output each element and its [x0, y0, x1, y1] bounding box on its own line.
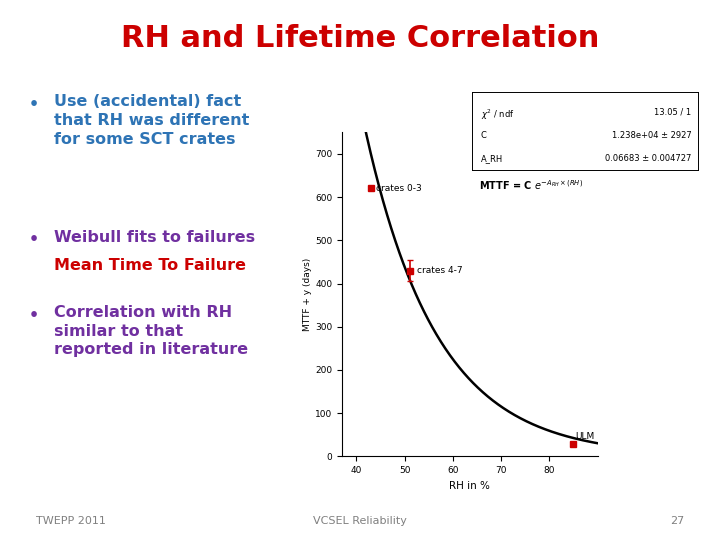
Text: VCSEL Reliability: VCSEL Reliability [313, 516, 407, 526]
Y-axis label: MTTF + y (days): MTTF + y (days) [303, 258, 312, 331]
Text: 13.05 / 1: 13.05 / 1 [654, 107, 692, 117]
Text: 0.06683 ± 0.004727: 0.06683 ± 0.004727 [606, 154, 692, 164]
X-axis label: RH in %: RH in % [449, 481, 490, 490]
Text: Correlation with RH
similar to that
reported in literature: Correlation with RH similar to that repo… [54, 305, 248, 357]
Text: A_RH: A_RH [481, 154, 503, 164]
Text: Use (accidental) fact
that RH was different
for some SCT crates: Use (accidental) fact that RH was differ… [54, 94, 249, 147]
Text: ULM: ULM [575, 432, 595, 441]
Text: Mean Time To Failure: Mean Time To Failure [54, 258, 246, 273]
Text: crates 0-3: crates 0-3 [376, 184, 421, 193]
Text: 27: 27 [670, 516, 684, 526]
Text: TWEPP 2011: TWEPP 2011 [36, 516, 106, 526]
Text: Weibull fits to failures: Weibull fits to failures [54, 230, 255, 245]
Text: •: • [29, 308, 39, 323]
Text: •: • [29, 232, 39, 247]
Text: RH and Lifetime Correlation: RH and Lifetime Correlation [121, 24, 599, 53]
Text: 1.238e+04 ± 2927: 1.238e+04 ± 2927 [612, 131, 692, 140]
Text: •: • [29, 97, 39, 112]
Text: MTTF = C $e^{-A_{RH} \times (RH)}$: MTTF = C $e^{-A_{RH} \times (RH)}$ [479, 178, 583, 192]
Text: $\chi^2$ / ndf: $\chi^2$ / ndf [481, 107, 514, 122]
Text: crates 4-7: crates 4-7 [417, 266, 462, 275]
Text: C: C [481, 131, 487, 140]
